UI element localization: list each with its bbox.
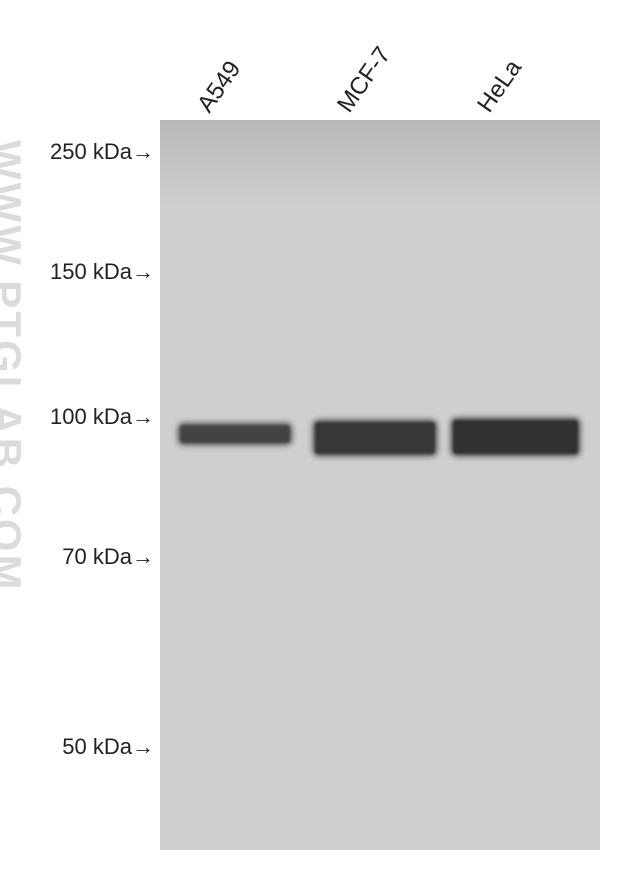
lane-label-1: MCF-7 [332, 42, 397, 118]
marker-label-0: 250 kDa→ [50, 139, 154, 165]
marker-label-4: 50 kDa→ [62, 734, 154, 760]
figure-container: WWW.PTGLAB.COM 250 kDa→ 150 kDa→ 100 kDa… [0, 0, 620, 880]
watermark-text: WWW.PTGLAB.COM [0, 140, 30, 593]
blot-membrane [160, 120, 600, 850]
band-0 [180, 425, 290, 443]
lane-label-0: A549 [192, 56, 247, 118]
marker-label-1: 150 kDa→ [50, 259, 154, 285]
band-1 [315, 422, 435, 454]
band-2 [453, 420, 578, 454]
marker-label-2: 100 kDa→ [50, 404, 154, 430]
marker-label-3: 70 kDa→ [62, 544, 154, 570]
lane-label-2: HeLa [472, 55, 528, 118]
